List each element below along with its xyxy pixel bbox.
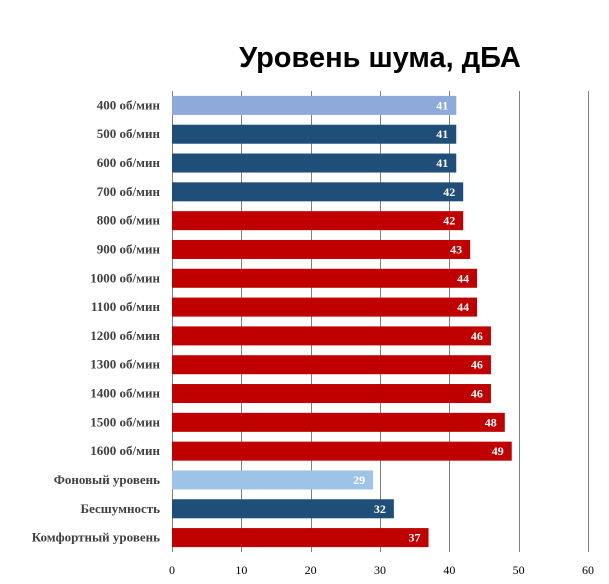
bar <box>172 153 457 173</box>
x-tick-label: 30 <box>374 563 386 577</box>
bar-value-label: 29 <box>353 473 365 487</box>
x-tick-label: 0 <box>169 563 175 577</box>
bar-value-label: 46 <box>471 329 483 343</box>
bar <box>172 470 374 490</box>
x-axis-ticks: 0 10 20 30 40 50 60 <box>169 563 594 577</box>
category-label: Фоновый уровень <box>54 472 160 487</box>
category-label: 700 об/мин <box>97 184 161 199</box>
category-label: Бесшумность <box>81 501 161 516</box>
category-label: 1600 об/мин <box>90 443 160 458</box>
bar-value-label: 48 <box>485 415 497 429</box>
bar-value-label: 46 <box>471 358 483 372</box>
category-labels: 400 об/мин 500 об/мин 600 об/мин 700 об/мин… <box>32 97 161 544</box>
bar-value-label: 44 <box>457 300 469 314</box>
chart-title: Уровень шума, дБА <box>239 42 521 74</box>
bar-value-label: 49 <box>492 444 504 458</box>
category-label: 1000 об/мин <box>90 270 160 285</box>
x-tick-label: 10 <box>235 563 247 577</box>
category-label: Комфортный уровень <box>32 530 160 545</box>
x-tick-label: 20 <box>305 563 317 577</box>
bar-value-label: 44 <box>457 271 469 285</box>
bar-value-label: 42 <box>443 185 455 199</box>
category-label: 400 об/мин <box>97 97 161 112</box>
bar-value-label: 43 <box>450 242 462 256</box>
bar-value-label: 41 <box>436 156 448 170</box>
bar <box>172 124 457 144</box>
category-label: 900 об/мин <box>97 241 161 256</box>
bar <box>172 297 478 317</box>
bar-value-label: 42 <box>443 214 455 228</box>
bar <box>172 412 505 432</box>
x-tick-label: 50 <box>513 563 525 577</box>
bar-value-label: 32 <box>374 502 386 516</box>
bar <box>172 441 512 461</box>
bar <box>172 355 491 375</box>
bar <box>172 182 464 202</box>
x-tick-label: 40 <box>443 563 455 577</box>
category-label: 500 об/мин <box>97 126 161 141</box>
category-label: 1400 об/мин <box>90 386 160 401</box>
bar <box>172 95 457 115</box>
category-label: 800 об/мин <box>97 213 161 228</box>
bar <box>172 211 464 231</box>
bar <box>172 326 491 346</box>
bar <box>172 528 429 548</box>
bar-value-label: 46 <box>471 387 483 401</box>
category-label: 1100 об/мин <box>91 299 160 314</box>
bar <box>172 384 491 404</box>
bar-value-label: 41 <box>436 98 448 112</box>
category-label: 600 об/мин <box>97 155 161 170</box>
bar <box>172 499 394 519</box>
x-tick-label: 60 <box>582 563 594 577</box>
category-label: 1300 об/мин <box>90 357 160 372</box>
category-label: 1200 об/мин <box>90 328 160 343</box>
bar <box>172 268 478 288</box>
bar <box>172 239 471 259</box>
bar-value-label: 37 <box>409 531 421 545</box>
category-label: 1500 об/мин <box>90 414 160 429</box>
bar-value-label: 41 <box>436 127 448 141</box>
